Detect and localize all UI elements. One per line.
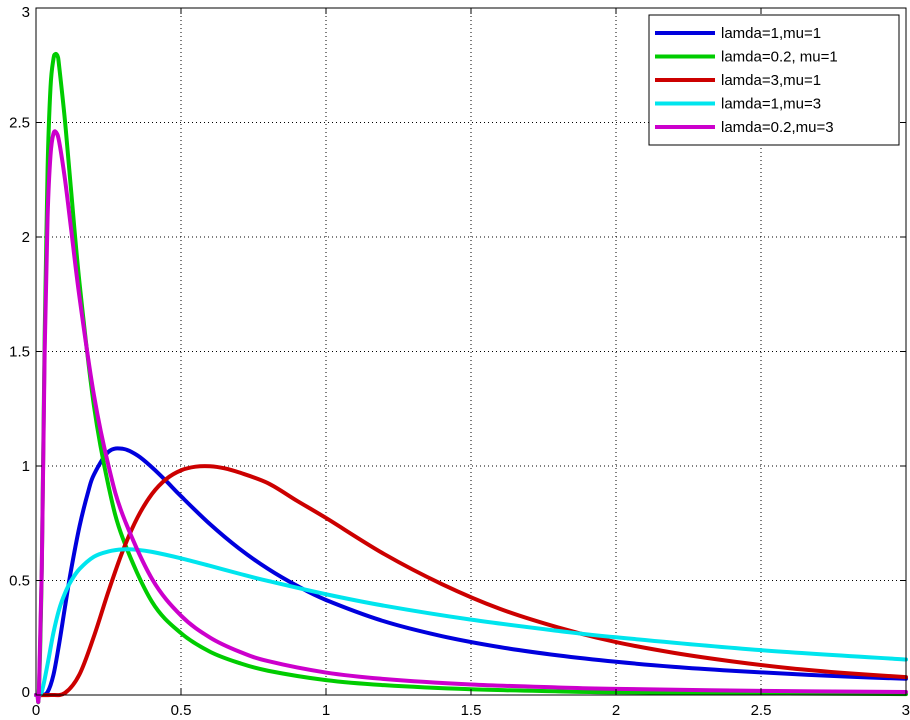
series-line-l1-m3 xyxy=(34,547,908,698)
x-tick-label: 2.5 xyxy=(751,702,772,719)
x-tick-label: 1 xyxy=(322,702,330,719)
y-tick-label: 0 xyxy=(22,684,30,701)
y-tick-label: 2 xyxy=(22,229,30,246)
series-line-l3-m1 xyxy=(34,464,908,698)
y-tick-label: 3 xyxy=(22,4,30,21)
legend-label: lamda=1,mu=3 xyxy=(721,96,821,113)
x-tick-label: 0 xyxy=(32,702,40,719)
x-tick-label: 0.5 xyxy=(171,702,192,719)
x-tick-label: 2 xyxy=(612,702,620,719)
legend-label: lamda=3,mu=1 xyxy=(721,72,821,89)
legend-label: lamda=0.2, mu=1 xyxy=(721,49,838,66)
legend: lamda=1,mu=1 lamda=0.2, mu=1 lamda=3,mu=1 l… xyxy=(648,14,900,146)
grid xyxy=(36,8,906,695)
x-tick-label: 1.5 xyxy=(461,702,482,719)
y-tick-label: 1.5 xyxy=(9,344,30,361)
y-tick-label: 0.5 xyxy=(9,573,30,590)
legend-label: lamda=1,mu=1 xyxy=(721,25,821,42)
series-lines xyxy=(34,51,908,705)
legend-label: lamda=0.2,mu=3 xyxy=(721,119,834,136)
series-line-l02-m3 xyxy=(34,129,908,704)
x-tick-label: 3 xyxy=(902,702,910,719)
y-tick-label: 1 xyxy=(22,458,30,475)
y-tick-label: 2.5 xyxy=(9,115,30,132)
axis-ticks: 0 0.5 1 1.5 2 2.5 3 0 0.5 1 1.5 2 2.5 3 xyxy=(9,4,910,719)
series-line-l1-m1 xyxy=(34,446,908,698)
